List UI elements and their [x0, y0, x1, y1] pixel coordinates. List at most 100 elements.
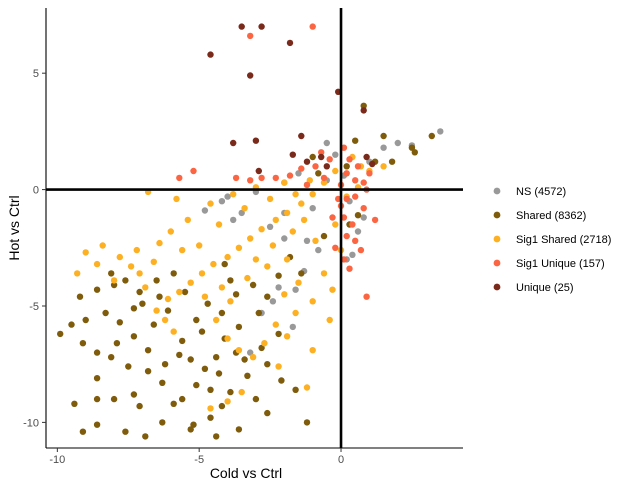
point-2-81 [201, 293, 209, 300]
point-3-1 [247, 32, 254, 40]
point-1-44 [76, 293, 84, 300]
point-1-58 [204, 300, 211, 307]
point-1-80 [142, 433, 149, 440]
points-layer [57, 23, 444, 440]
point-2-60 [326, 316, 333, 324]
y-axis-title: Hot vs Ctrl [6, 195, 22, 260]
point-1-49 [130, 333, 138, 340]
legend-swatch-2 [493, 235, 501, 243]
point-0-34 [309, 205, 316, 212]
point-1-32 [193, 381, 200, 389]
point-1-7 [428, 132, 435, 140]
point-1-85 [170, 270, 177, 277]
point-1-54 [108, 354, 115, 361]
point-2-63 [332, 221, 339, 228]
point-4-6 [230, 139, 237, 147]
point-3-12 [176, 174, 183, 182]
point-3-15 [343, 170, 350, 177]
point-1-16 [241, 356, 248, 363]
point-2-1 [320, 179, 328, 186]
legend-label-4: Unique (25) [516, 282, 573, 294]
point-4-7 [298, 132, 305, 140]
point-2-13 [176, 288, 183, 296]
point-2-57 [207, 405, 214, 412]
point-1-48 [116, 319, 124, 326]
legend-label-3: Sig1 Unique (157) [516, 258, 605, 270]
point-1-92 [275, 330, 282, 338]
point-3-28 [363, 293, 370, 300]
point-4-14 [360, 107, 367, 114]
point-0-35 [354, 228, 362, 235]
point-2-22 [110, 277, 118, 284]
point-1-83 [232, 291, 240, 298]
point-2-78 [289, 228, 296, 235]
point-2-49 [264, 263, 271, 270]
point-2-14 [164, 295, 172, 303]
point-1-40 [136, 288, 143, 296]
point-1-15 [235, 323, 243, 331]
point-2-83 [173, 195, 180, 203]
point-1-12 [275, 272, 282, 279]
point-1-82 [258, 344, 265, 352]
point-4-5 [252, 137, 260, 144]
point-0-25 [275, 284, 282, 291]
point-1-43 [93, 286, 101, 293]
point-1-39 [150, 321, 157, 328]
point-1-41 [122, 277, 129, 284]
point-1-63 [198, 328, 206, 335]
point-2-77 [283, 256, 291, 263]
point-1-18 [244, 372, 251, 379]
point-4-12 [363, 153, 370, 161]
point-2-79 [252, 256, 260, 263]
reference-lines [46, 8, 463, 448]
point-1-20 [218, 402, 226, 410]
point-3-0 [309, 23, 316, 30]
point-1-77 [264, 409, 271, 417]
point-2-72 [127, 263, 135, 270]
point-2-24 [150, 258, 157, 265]
point-3-24 [343, 232, 350, 240]
point-4-2 [286, 39, 294, 47]
point-2-28 [266, 195, 274, 203]
point-2-6 [258, 226, 265, 233]
y-tick-label: 0 [33, 185, 39, 197]
point-1-73 [252, 395, 260, 403]
point-2-58 [309, 347, 316, 354]
point-1-79 [190, 421, 197, 428]
point-2-41 [292, 309, 299, 317]
point-2-21 [74, 270, 81, 277]
point-3-36 [320, 174, 328, 182]
legend-label-0: NS (4572) [516, 186, 566, 198]
point-1-3 [380, 132, 387, 140]
point-1-37 [179, 337, 186, 345]
point-1-84 [221, 260, 228, 268]
point-2-73 [142, 284, 149, 291]
point-1-25 [93, 421, 101, 428]
point-2-69 [380, 163, 387, 170]
point-0-32 [230, 216, 237, 224]
point-2-39 [320, 270, 328, 277]
point-1-68 [153, 277, 160, 284]
point-3-20 [343, 195, 350, 203]
point-1-27 [93, 395, 101, 403]
point-0-14 [224, 193, 231, 200]
point-1-6 [411, 149, 418, 156]
point-4-11 [255, 167, 262, 175]
point-2-43 [261, 340, 268, 347]
point-1-13 [264, 293, 271, 300]
point-1-75 [292, 386, 299, 393]
point-2-33 [230, 191, 237, 198]
point-1-1 [388, 158, 396, 165]
point-1-23 [159, 419, 166, 426]
x-tick-label: -5 [194, 454, 204, 466]
point-0-20 [315, 246, 322, 254]
point-1-74 [278, 377, 285, 384]
point-1-81 [235, 426, 243, 433]
point-0-31 [218, 198, 226, 205]
point-2-47 [295, 279, 302, 286]
point-1-90 [215, 370, 223, 377]
point-2-9 [224, 253, 231, 261]
point-1-55 [93, 349, 101, 356]
point-1-31 [179, 395, 186, 403]
point-4-9 [318, 153, 325, 161]
